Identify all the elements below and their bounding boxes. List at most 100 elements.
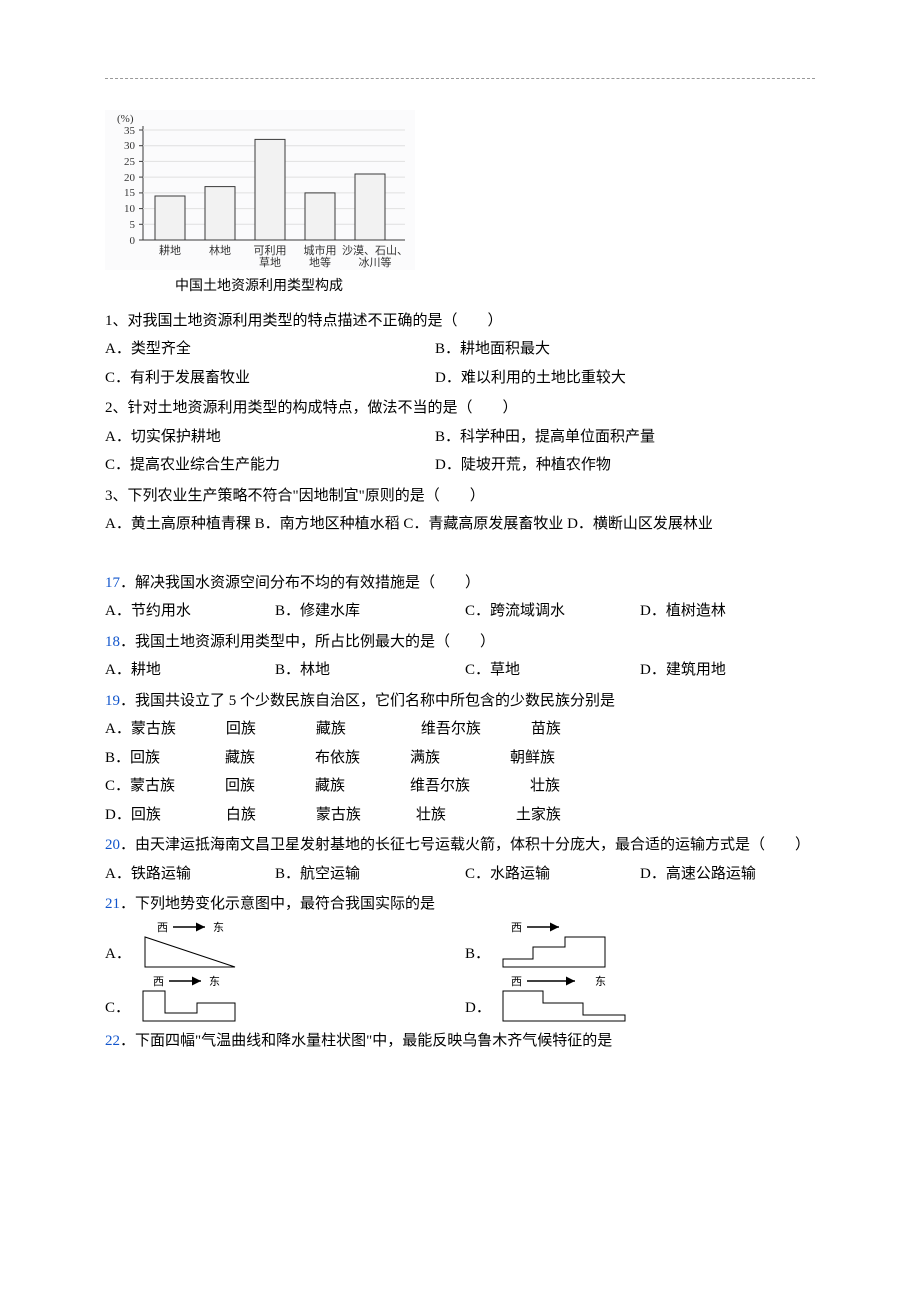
- q20-opt-b: B．航空运输: [275, 860, 465, 889]
- chart-caption: 中国土地资源利用类型构成: [175, 274, 815, 301]
- chart-container: (%) 0 5 10 15 20 25 30 35: [105, 110, 815, 270]
- q18-stem: ．我国土地资源利用类型中，所占比例最大的是（ ）: [120, 634, 495, 650]
- q17-number: 17: [105, 575, 120, 591]
- question-17: 17．解决我国水资源空间分布不均的有效措施是（ ） A．节约用水 B．修建水库 …: [105, 569, 815, 626]
- q19-ethnic-name: 壮族: [416, 801, 516, 830]
- q18-number: 18: [105, 634, 120, 650]
- q2-opt-a: A．切实保护耕地: [105, 423, 435, 452]
- q1-opt-c: C．有利于发展畜牧业: [105, 364, 435, 393]
- land-use-bar-chart: (%) 0 5 10 15 20 25 30 35: [105, 110, 415, 270]
- svg-text:沙漠、石山、: 沙漠、石山、: [342, 244, 408, 257]
- q1-opt-a: A．类型齐全: [105, 335, 435, 364]
- q22-number: 22: [105, 1033, 120, 1049]
- svg-text:东: 东: [595, 975, 606, 988]
- q19-ethnic-name: 维吾尔族: [421, 715, 531, 744]
- q20-number: 20: [105, 837, 120, 853]
- svg-text:西: 西: [153, 976, 164, 988]
- svg-text:15: 15: [124, 187, 136, 199]
- q18-opt-c: C．草地: [465, 656, 640, 685]
- svg-text:35: 35: [124, 125, 136, 137]
- svg-text:东: 东: [209, 975, 220, 988]
- q18-opt-b: B．林地: [275, 656, 465, 685]
- question-20: 20．由天津运抵海南文昌卫星发射基地的长征七号运载火箭，体积十分庞大，最合适的运…: [105, 831, 815, 888]
- svg-text:20: 20: [124, 172, 136, 184]
- q22-stem: ．下面四幅"气温曲线和降水量柱状图"中，最能反映乌鲁木齐气候特征的是: [120, 1033, 612, 1049]
- q17-opt-d: D．植树造林: [640, 597, 815, 626]
- svg-text:城市用: 城市用: [304, 243, 337, 257]
- q19-number: 19: [105, 693, 120, 709]
- q21-thumb-b: 西: [495, 919, 615, 969]
- q19-row-prefix: B．: [105, 750, 130, 766]
- q19-ethnic-name: 蒙古族: [131, 715, 226, 744]
- q19-row: B．回族藏族布依族满族朝鲜族: [105, 744, 815, 773]
- question-1: 1、对我国土地资源利用类型的特点描述不正确的是（ ） A．类型齐全 B．耕地面积…: [105, 307, 815, 393]
- q19-ethnic-name: 白族: [226, 801, 316, 830]
- q2-opt-b: B．科学种田，提高单位面积产量: [435, 423, 815, 452]
- q19-ethnic-name: 维吾尔族: [410, 772, 530, 801]
- svg-text:耕地: 耕地: [159, 243, 181, 257]
- q21-thumb-d: 西 东: [495, 973, 635, 1023]
- q21-label-c: C．: [105, 994, 135, 1023]
- q21-label-b: B．: [465, 940, 495, 969]
- svg-text:可利用: 可利用: [254, 244, 287, 257]
- q19-row: C．蒙古族回族藏族维吾尔族壮族: [105, 772, 815, 801]
- svg-text:林地: 林地: [209, 243, 231, 257]
- q2-opt-d: D．陡坡开荒，种植农作物: [435, 451, 815, 480]
- q19-ethnic-name: 苗族: [531, 715, 621, 744]
- q17-opt-b: B．修建水库: [275, 597, 465, 626]
- q1-opt-d: D．难以利用的土地比重较大: [435, 364, 815, 393]
- q2-opt-c: C．提高农业综合生产能力: [105, 451, 435, 480]
- svg-text:西: 西: [511, 976, 522, 988]
- q17-opt-c: C．跨流域调水: [465, 597, 640, 626]
- svg-text:30: 30: [124, 140, 136, 152]
- svg-text:地等: 地等: [309, 255, 331, 269]
- q20-opt-c: C．水路运输: [465, 860, 640, 889]
- q19-row-prefix: A．: [105, 721, 131, 737]
- q19-ethnic-name: 满族: [410, 744, 510, 773]
- top-rule: [105, 78, 815, 79]
- q17-stem: ．解决我国水资源空间分布不均的有效措施是（ ）: [120, 575, 480, 591]
- svg-text:冰川等: 冰川等: [359, 255, 392, 269]
- question-2: 2、针对土地资源利用类型的构成特点，做法不当的是（ ） A．切实保护耕地 B．科…: [105, 394, 815, 480]
- q19-ethnic-name: 蒙古族: [130, 772, 225, 801]
- q19-row: A．蒙古族回族藏族维吾尔族苗族: [105, 715, 815, 744]
- q19-ethnic-name: 布依族: [315, 744, 410, 773]
- q19-ethnic-name: 回族: [225, 772, 315, 801]
- q19-ethnic-name: 藏族: [315, 772, 410, 801]
- q1-opt-b: B．耕地面积最大: [435, 335, 815, 364]
- question-19: 19．我国共设立了 5 个少数民族自治区，它们名称中所包含的少数民族分别是 A．…: [105, 687, 815, 830]
- y-axis-unit: (%): [117, 113, 134, 125]
- q20-opt-a: A．铁路运输: [105, 860, 275, 889]
- q21-label-a: A．: [105, 940, 135, 969]
- svg-text:0: 0: [130, 235, 136, 247]
- q18-opt-a: A．耕地: [105, 656, 275, 685]
- q3-stem: 3、下列农业生产策略不符合"因地制宜"原则的是（ ）: [105, 482, 815, 511]
- q19-ethnic-name: 回族: [130, 744, 225, 773]
- q19-ethnic-name: 藏族: [225, 744, 315, 773]
- q19-ethnic-name: 朝鲜族: [510, 744, 600, 773]
- q20-opt-d: D．高速公路运输: [640, 860, 815, 889]
- q20-stem: ．由天津运抵海南文昌卫星发射基地的长征七号运载火箭，体积十分庞大，最合适的运输方…: [120, 837, 810, 853]
- q21-thumb-a: 西 东: [135, 919, 245, 969]
- svg-text:10: 10: [124, 203, 136, 215]
- question-18: 18．我国土地资源利用类型中，所占比例最大的是（ ） A．耕地 B．林地 C．草…: [105, 628, 815, 685]
- question-21: 21．下列地势变化示意图中，最符合我国实际的是 A． 西 东 B． 西 C． 西: [105, 890, 815, 1023]
- q19-ethnic-name: 壮族: [530, 772, 620, 801]
- q2-stem: 2、针对土地资源利用类型的构成特点，做法不当的是（ ）: [105, 394, 815, 423]
- q17-opt-a: A．节约用水: [105, 597, 275, 626]
- q19-stem: ．我国共设立了 5 个少数民族自治区，它们名称中所包含的少数民族分别是: [120, 693, 615, 709]
- q21-thumb-c: 西 东: [135, 973, 245, 1023]
- svg-text:草地: 草地: [259, 256, 281, 269]
- q19-ethnic-name: 土家族: [516, 801, 606, 830]
- q18-opt-d: D．建筑用地: [640, 656, 815, 685]
- q3-opts: A．黄土高原种植青稞 B．南方地区种植水稻 C．青藏高原发展畜牧业 D．横断山区…: [105, 510, 815, 539]
- q1-stem: 1、对我国土地资源利用类型的特点描述不正确的是（ ）: [105, 307, 815, 336]
- q19-ethnic-name: 回族: [226, 715, 316, 744]
- section-gap: [105, 541, 815, 569]
- question-22: 22．下面四幅"气温曲线和降水量柱状图"中，最能反映乌鲁木齐气候特征的是: [105, 1027, 815, 1056]
- q19-row-prefix: C．: [105, 778, 130, 794]
- question-3: 3、下列农业生产策略不符合"因地制宜"原则的是（ ） A．黄土高原种植青稞 B．…: [105, 482, 815, 539]
- q19-ethnic-name: 藏族: [316, 715, 421, 744]
- q19-row: D．回族白族蒙古族壮族土家族: [105, 801, 815, 830]
- q19-ethnic-name: 回族: [131, 801, 226, 830]
